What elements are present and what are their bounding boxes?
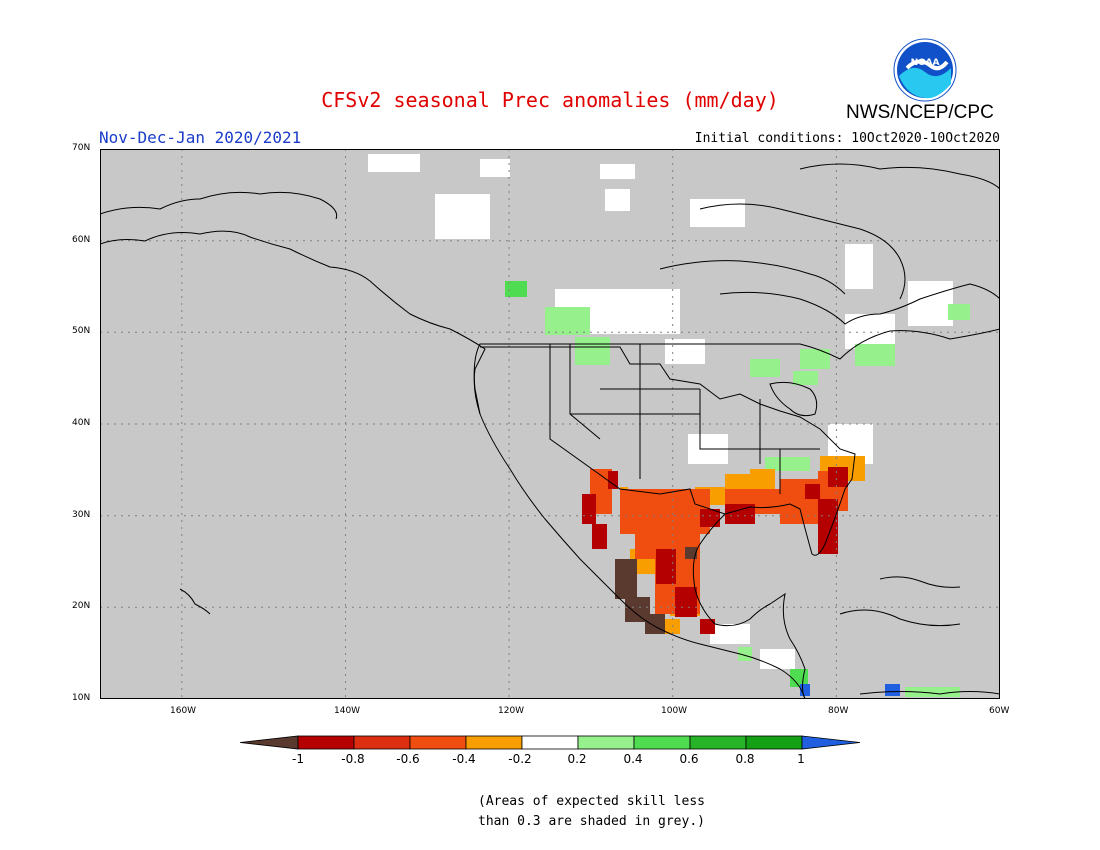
lat-label-70n: 70N: [72, 143, 91, 153]
lat-label-50n: 50N: [72, 326, 91, 336]
lat-label-60n: 60N: [72, 235, 91, 245]
coastlines-and-borders: [100, 163, 1000, 699]
legend-tick-p06: 0.6: [679, 752, 698, 766]
legend-tick-labels: -1 -0.8 -0.6 -0.4 -0.2 0.2 0.4 0.6 0.8 1: [292, 752, 805, 766]
noaa-logo: NOAA: [893, 38, 957, 102]
legend-tick-m1: -1: [292, 752, 304, 766]
lat-label-30n: 30N: [72, 510, 91, 520]
green-positive-regions: [505, 281, 970, 697]
color-legend: -1 -0.8 -0.6 -0.4 -0.2 0.2 0.4 0.6 0.8 1: [240, 735, 860, 766]
initial-conditions-label: Initial conditions: 10Oct2020-10Oct2020: [694, 131, 1000, 146]
legend-cell-6: [577, 735, 635, 750]
legend-tick-p04: 0.4: [623, 752, 642, 766]
legend-cell-3: [409, 735, 467, 750]
map-title: CFSv2 seasonal Prec anomalies (mm/day): [321, 88, 779, 112]
organization-label: NWS/NCEP/CPC: [846, 102, 994, 123]
period-label: Nov-Dec-Jan 2020/2021: [99, 128, 302, 147]
lon-label-60w: 60W: [989, 706, 1010, 716]
lon-label-160w: 160W: [170, 706, 197, 716]
legend-tick-p02: 0.2: [567, 752, 586, 766]
legend-arrow-high: [801, 735, 860, 750]
legend-cell-2: [353, 735, 411, 750]
legend-cell-7: [633, 735, 691, 750]
legend-tick-m06: -0.6: [396, 752, 419, 766]
lat-label-40n: 40N: [72, 418, 91, 428]
lon-label-80w: 80W: [828, 706, 849, 716]
precipitation-anomaly-map: [100, 149, 1000, 699]
legend-arrow-low: [240, 735, 299, 750]
legend-cell-4: [465, 735, 523, 750]
legend-tick-p1: 1: [797, 752, 805, 766]
legend-cell-9: [745, 735, 803, 750]
legend-cell-5: [521, 735, 579, 750]
legend-cell-1: [297, 735, 355, 750]
skill-footnote: (Areas of expected skill less than 0.3 a…: [478, 792, 705, 832]
noaa-logo-text: NOAA: [911, 58, 940, 68]
footnote-line-2: than 0.3 are shaded in grey.): [478, 814, 705, 829]
lat-label-10n: 10N: [72, 693, 91, 703]
lon-label-100w: 100W: [661, 706, 688, 716]
legend-tick-m04: -0.4: [452, 752, 475, 766]
lat-label-20n: 20N: [72, 601, 91, 611]
legend-cell-8: [689, 735, 747, 750]
lon-label-120w: 120W: [498, 706, 525, 716]
legend-color-cells: [240, 735, 860, 750]
legend-tick-m02: -0.2: [508, 752, 531, 766]
legend-tick-m08: -0.8: [341, 752, 364, 766]
legend-tick-p08: 0.8: [735, 752, 754, 766]
dark-red-dry-regions: [582, 467, 848, 634]
footnote-line-1: (Areas of expected skill less: [478, 794, 705, 809]
lon-label-140w: 140W: [334, 706, 361, 716]
